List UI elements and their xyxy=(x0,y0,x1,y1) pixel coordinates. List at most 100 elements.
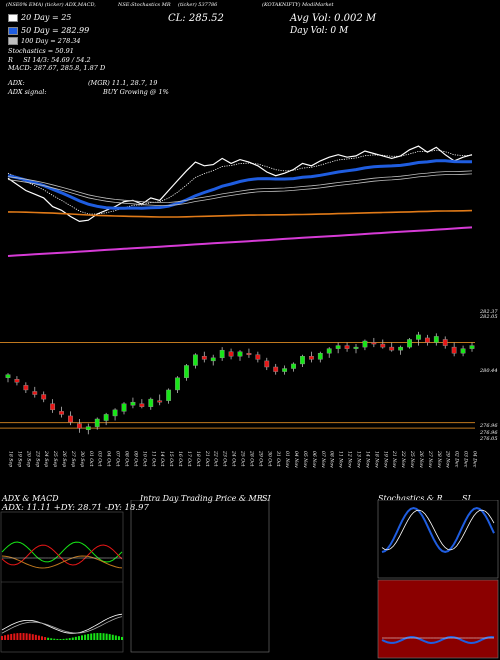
macd-hist-bar xyxy=(90,633,93,640)
mr-line xyxy=(381,635,495,645)
adx-signal-text: ADX signal: xyxy=(8,88,47,96)
date-tick-label: 18 Sep xyxy=(8,451,14,467)
ema50-text: 50 Day = 282.99 xyxy=(21,26,90,35)
date-tick-label: 23 Sep xyxy=(34,450,40,467)
indicator-panels xyxy=(0,500,499,659)
ema200-line xyxy=(7,209,473,218)
candle-up xyxy=(94,418,100,427)
adx-text: ADX: xyxy=(8,79,25,87)
date-tick-label: 14 Oct xyxy=(159,451,165,467)
candle-up xyxy=(398,346,404,351)
date-tick-label: 02 Dec xyxy=(454,451,460,468)
date-tick-label: 25 Sep xyxy=(52,450,58,467)
chart-header: (NSE0% EMA) (ticker) ADX,MACD, NSE:Stoch… xyxy=(0,0,500,10)
date-tick-label: 23 Oct xyxy=(222,450,228,467)
date-tick-label: 30 Oct xyxy=(266,451,272,467)
macd-hist-bar xyxy=(7,634,10,640)
macd-hist-bar xyxy=(114,635,117,640)
date-tick-label: 12 Nov xyxy=(347,451,353,468)
si-text: SI 14/3: 54.69 / 54.2 xyxy=(23,56,91,64)
candle-down xyxy=(273,366,279,372)
macd-hist-bar xyxy=(93,633,96,640)
candle-down xyxy=(157,400,163,403)
stoch-k-line xyxy=(381,506,495,554)
macd-legend: MACD: 287.67, 285.8, 1.87 D xyxy=(8,64,105,72)
intraday-si: SI xyxy=(262,494,271,503)
buy-growing-text: BUY Growing @ 1% xyxy=(103,88,169,96)
macd-hist-bar xyxy=(13,633,16,640)
ema100-swatch xyxy=(8,37,18,45)
macd-hist-bar xyxy=(121,636,123,640)
price-line xyxy=(7,145,473,223)
ema100-legend: 100 Day = 278.34 xyxy=(8,37,81,45)
date-tick-label: 15 Oct xyxy=(168,451,174,467)
adx-macd-title: ADX & MACD xyxy=(2,494,59,503)
macd-hist-bar xyxy=(105,633,108,640)
candle-up xyxy=(184,365,189,378)
price-axis-label: 280.44 xyxy=(479,368,498,374)
macd-hist-bar xyxy=(59,638,62,640)
macd-hist-bar xyxy=(28,633,31,640)
macd-hist-bar xyxy=(10,633,13,640)
header-code: NSE:Stochastics MR xyxy=(118,2,171,8)
date-tick-label: 19 Sep xyxy=(16,451,22,467)
stochastics-text: Stochastics = 50.91 xyxy=(8,47,74,55)
macd-hist-bar xyxy=(68,638,71,640)
candle-down xyxy=(228,351,234,357)
date-tick-label: 25 Nov xyxy=(409,450,415,468)
r-text: R xyxy=(8,56,13,64)
macd-hist-bar xyxy=(31,634,34,640)
macd-hist-bar xyxy=(111,634,114,640)
date-tick-label: 16 Oct xyxy=(177,451,183,467)
candle-up xyxy=(326,348,332,354)
candle-up xyxy=(291,363,296,369)
macd-hist-bar xyxy=(84,634,87,640)
date-tick-label: 29 Nov xyxy=(445,450,451,468)
stoch-si: SI xyxy=(462,494,471,503)
candle-down xyxy=(76,423,82,429)
date-tick-label: 25 Oct xyxy=(240,450,246,467)
macd-hist-bar xyxy=(19,633,22,640)
date-tick-label: 07 Oct xyxy=(115,451,121,467)
adx-line xyxy=(1,555,123,569)
date-tick-label: 19 Nov xyxy=(382,451,388,468)
price-axis-label: 282.05 xyxy=(479,314,498,320)
candle-up xyxy=(353,346,359,349)
date-tick-label: 11 Oct xyxy=(150,451,156,467)
date-tick-label: 24 Oct xyxy=(231,450,237,467)
candle-down xyxy=(344,345,350,349)
macd-text: MACD: 287.67, 285.8, 1.87 D xyxy=(8,64,106,72)
adx-signal-legend: ADX signal: BUY Growing @ 1% xyxy=(8,88,169,96)
si-legend: R SI 14/3: 54.69 / 54.2 xyxy=(8,56,91,64)
ema50-line xyxy=(7,159,473,210)
header-sym-info: (NSE0% EMA) (ticker) ADX,MACD, xyxy=(6,2,96,8)
intraday-title: Intra Day Trading Price & MR xyxy=(140,494,263,503)
date-tick-label: 10 Oct xyxy=(141,451,147,467)
macd-hist-bar xyxy=(87,634,90,640)
date-tick-label: 08 Nov xyxy=(329,451,335,468)
macd-hist-bar xyxy=(99,633,102,640)
candle-down xyxy=(451,346,457,354)
candle-up xyxy=(175,377,180,391)
macd-hist-bar xyxy=(50,638,53,640)
date-tick-label: 21 Oct xyxy=(204,450,210,467)
macd-hist-bar xyxy=(47,637,50,640)
ema50-legend: 50 Day = 282.99 xyxy=(8,26,89,35)
stochastics-legend: Stochastics = 50.91 xyxy=(8,47,74,55)
date-tick-label: 22 Oct xyxy=(213,450,219,467)
date-tick-label: 28 Oct xyxy=(248,450,254,467)
date-tick-label: 28 Nov xyxy=(436,450,442,468)
candle-up xyxy=(112,409,118,417)
candle-up xyxy=(362,340,368,348)
date-tick-label: 01 Nov xyxy=(284,451,290,468)
candle-up xyxy=(192,354,198,366)
ema20-line xyxy=(7,149,473,215)
price-axis-label: 276.96 xyxy=(479,423,498,429)
candle-up xyxy=(148,398,154,407)
macd-hist-bar xyxy=(22,633,25,640)
date-tick-label: 01 Oct xyxy=(88,451,94,467)
macd-hist-bar xyxy=(77,636,80,640)
candle-up xyxy=(282,368,288,372)
ema50-swatch xyxy=(8,27,18,35)
